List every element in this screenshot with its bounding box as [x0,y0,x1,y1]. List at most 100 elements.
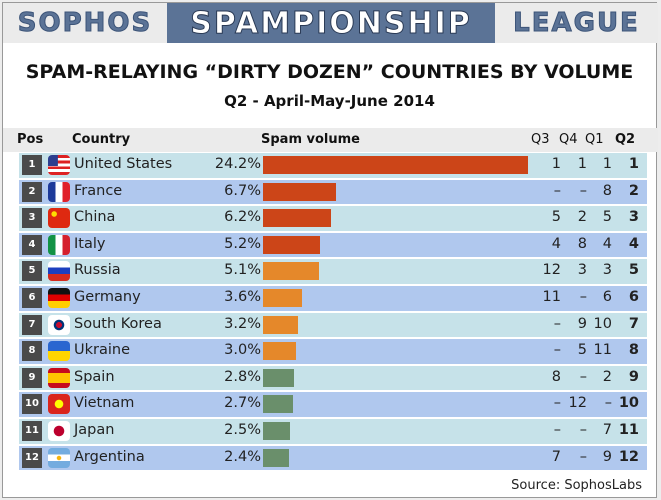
header-q2: Q2 [615,132,636,147]
position-badge: 6 [22,288,42,308]
rank-q4: 2 [577,209,587,226]
flag-vn-icon [48,394,70,415]
table-row: 9 Spain 2.8% 8 – 2 9 [19,365,647,391]
flag-fr-icon [48,181,70,202]
rank-q1: 1 [602,156,612,172]
table-row: 12 Argentina 2.4% 7 – 9 12 [19,445,647,471]
banner-left: SOPHOS [3,3,167,43]
position-badge: 9 [22,367,42,388]
table-row: 4 Italy 5.2% 4 8 4 4 [19,232,647,258]
header-q1: Q1 [585,132,604,147]
country-name: Japan [74,422,115,438]
rank-q1: 2 [602,368,612,385]
country-name: Vietnam [74,395,135,412]
rank-q1: – [604,395,612,412]
position-badge: 3 [22,208,42,229]
position-badge: 2 [22,181,42,202]
rank-q2: 3 [628,209,639,226]
rank-q3: 4 [551,235,561,252]
rank-q3: – [553,342,561,359]
spam-volume-bar [263,156,528,174]
header-pos: Pos [17,132,44,147]
flag-de-icon [48,288,70,308]
position-badge: 10 [22,394,42,415]
flag-it-icon [48,234,70,255]
rank-q1: 8 [602,182,612,199]
rank-q2: 4 [628,235,639,252]
rank-q3: 12 [542,262,561,279]
spam-percent: 2.8% [224,368,261,385]
rank-q3: 5 [551,209,561,226]
rank-q4: – [579,448,587,465]
table-row: 10 Vietnam 2.7% – 12 – 10 [19,392,647,417]
position-badge: 4 [22,234,42,255]
position-badge: 11 [22,421,42,441]
rank-q1: 7 [602,422,612,438]
source-note: Source: SophosLabs [511,478,642,493]
rank-q1: 3 [602,262,612,279]
spam-volume-bar [263,209,331,228]
flag-us-icon [48,155,70,175]
country-name: Argentina [74,448,145,465]
rank-q1: 9 [602,448,612,465]
rank-q4: 3 [577,262,587,279]
table-header: Pos Country Spam volume Q3 Q4 Q1 Q2 [3,128,658,152]
spam-percent: 5.2% [224,235,261,252]
rank-q2: 12 [618,448,639,465]
rank-q4: 5 [577,342,587,359]
rank-q4: – [579,368,587,385]
spam-volume-bar [263,368,294,387]
country-name: United States [74,156,173,172]
spam-percent: 3.0% [224,342,261,359]
table-row: 11 Japan 2.5% – – 7 11 [19,419,647,444]
country-name: Germany [74,289,141,305]
rank-q4: – [579,422,587,438]
table-row: 1 United States 24.2% 1 1 1 1 [19,153,647,178]
spam-percent: 24.2% [214,156,261,172]
flag-kr-icon [48,314,70,335]
rank-q3: – [553,395,561,412]
rank-q4: 9 [577,315,587,332]
header-q4: Q4 [559,132,578,147]
spam-percent: 2.4% [224,448,261,465]
country-name: South Korea [74,315,162,332]
flag-ar-icon [48,447,70,468]
rank-q3: 11 [542,289,561,305]
banner-right: LEAGUE [495,3,658,43]
rank-q3: – [553,315,561,332]
spam-volume-bar [263,395,293,414]
header-q3: Q3 [531,132,550,147]
spam-volume-bar [263,235,320,254]
flag-jp-icon [48,421,70,441]
spam-volume-bar [263,289,303,307]
banner: SOPHOS SPAMPIONSHIP LEAGUE [3,3,658,43]
spam-percent: 6.2% [224,209,261,226]
spam-percent: 6.7% [224,182,261,199]
country-name: Italy [74,235,106,252]
rank-q1: 4 [602,235,612,252]
spam-percent: 3.6% [224,289,261,305]
rank-q4: – [579,182,587,199]
flag-cn-icon [48,208,70,229]
rank-q4: 1 [577,156,587,172]
rank-q2: 5 [628,262,639,279]
spam-percent: 2.5% [224,422,261,438]
spam-volume-bar [263,342,296,361]
header-volume: Spam volume [261,132,360,147]
rank-q4: 8 [577,235,587,252]
spam-percent: 5.1% [224,262,261,279]
rank-q4: 12 [568,395,587,412]
rank-q4: – [579,289,587,305]
rank-q2: 7 [628,315,639,332]
spam-volume-bar [263,262,319,281]
banner-center: SPAMPIONSHIP [167,3,495,43]
position-badge: 1 [22,155,42,175]
flag-ua-icon [48,341,70,362]
rank-q3: 1 [551,156,561,172]
spam-percent: 2.7% [224,395,261,412]
rank-q2: 8 [628,342,639,359]
rank-q3: 7 [551,448,561,465]
country-name: France [74,182,123,199]
rank-q1: 10 [593,315,612,332]
